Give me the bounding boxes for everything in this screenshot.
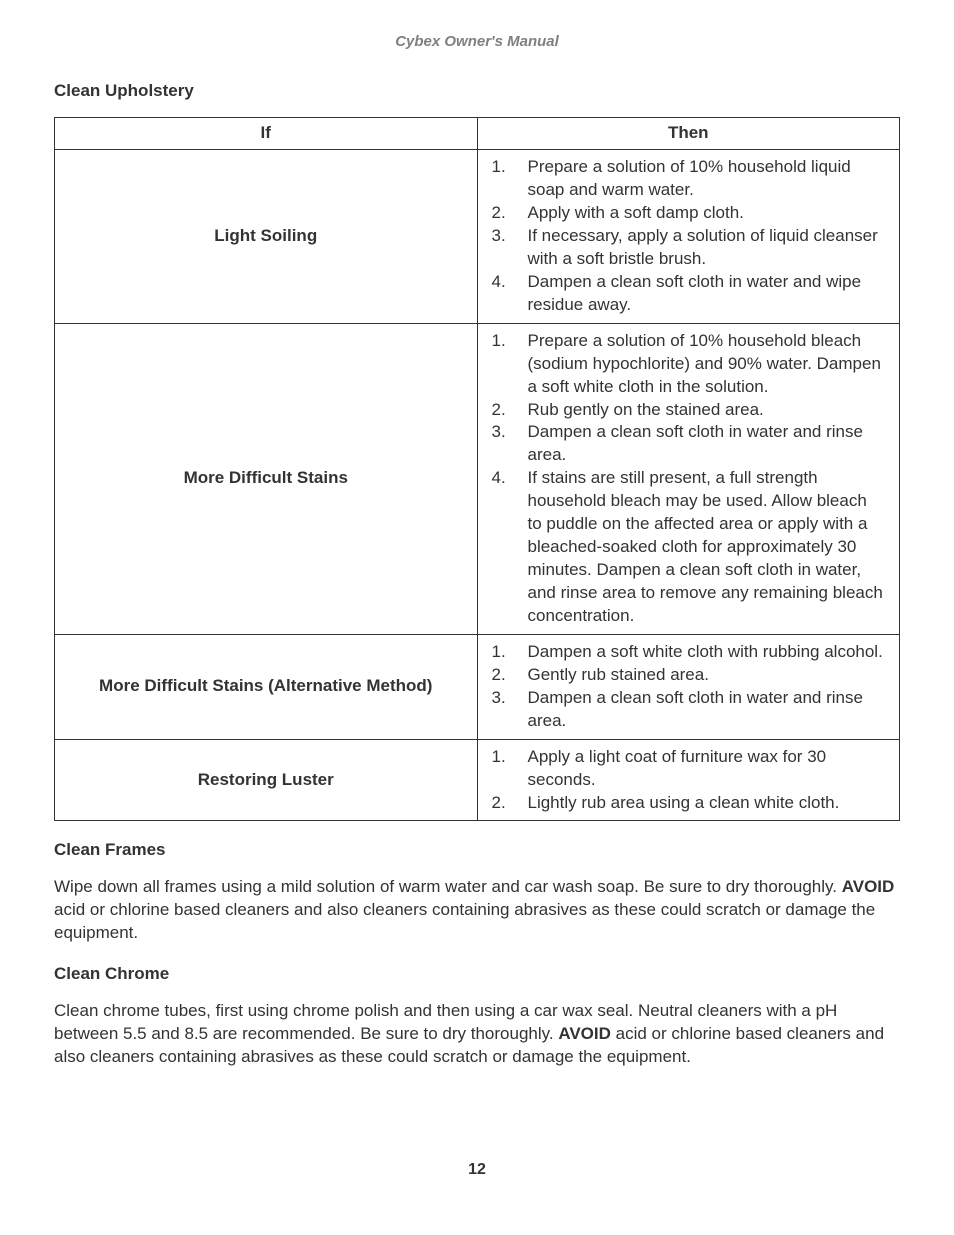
document-header: Cybex Owner's Manual — [54, 32, 900, 52]
frames-text-1: Wipe down all frames using a mild soluti… — [54, 877, 842, 896]
chrome-avoid: AVOID — [558, 1024, 611, 1043]
if-cell: Light Soiling — [55, 150, 478, 324]
then-cell: Apply a light coat of furniture wax for … — [477, 739, 900, 821]
frames-text-2: acid or chlorine based cleaners and also… — [54, 900, 875, 942]
step-item: Lightly rub area using a clean white clo… — [484, 792, 886, 815]
step-item: Gently rub stained area. — [484, 664, 886, 687]
table-row: More Difficult StainsPrepare a solution … — [55, 323, 900, 634]
section-clean-upholstery: Clean Upholstery — [54, 80, 900, 103]
section-clean-chrome: Clean Chrome — [54, 963, 900, 986]
then-cell: Prepare a solution of 10% household liqu… — [477, 150, 900, 324]
if-cell: More Difficult Stains (Alternative Metho… — [55, 634, 478, 739]
frames-avoid: AVOID — [842, 877, 895, 896]
then-cell: Prepare a solution of 10% household blea… — [477, 323, 900, 634]
step-item: Prepare a solution of 10% household liqu… — [484, 156, 886, 202]
step-item: Rub gently on the stained area. — [484, 399, 886, 422]
step-item: Apply a light coat of furniture wax for … — [484, 746, 886, 792]
step-list: Prepare a solution of 10% household liqu… — [484, 156, 886, 317]
step-item: If necessary, apply a solution of liquid… — [484, 225, 886, 271]
frames-paragraph: Wipe down all frames using a mild soluti… — [54, 876, 900, 945]
chrome-paragraph: Clean chrome tubes, first using chrome p… — [54, 1000, 900, 1069]
table-row: More Difficult Stains (Alternative Metho… — [55, 634, 900, 739]
col-if: If — [55, 118, 478, 150]
table-row: Restoring LusterApply a light coat of fu… — [55, 739, 900, 821]
then-cell: Dampen a soft white cloth with rubbing a… — [477, 634, 900, 739]
step-list: Apply a light coat of furniture wax for … — [484, 746, 886, 815]
step-item: Dampen a soft white cloth with rubbing a… — [484, 641, 886, 664]
step-item: Apply with a soft damp cloth. — [484, 202, 886, 225]
page-number: 12 — [54, 1159, 900, 1181]
step-list: Prepare a solution of 10% household blea… — [484, 330, 886, 628]
step-item: Dampen a clean soft cloth in water and r… — [484, 421, 886, 467]
if-cell: Restoring Luster — [55, 739, 478, 821]
section-clean-frames: Clean Frames — [54, 839, 900, 862]
if-cell: More Difficult Stains — [55, 323, 478, 634]
step-list: Dampen a soft white cloth with rubbing a… — [484, 641, 886, 733]
upholstery-table: If Then Light SoilingPrepare a solution … — [54, 117, 900, 821]
col-then: Then — [477, 118, 900, 150]
step-item: Dampen a clean soft cloth in water and r… — [484, 687, 886, 733]
table-row: Light SoilingPrepare a solution of 10% h… — [55, 150, 900, 324]
step-item: Prepare a solution of 10% household blea… — [484, 330, 886, 399]
step-item: Dampen a clean soft cloth in water and w… — [484, 271, 886, 317]
step-item: If stains are still present, a full stre… — [484, 467, 886, 628]
